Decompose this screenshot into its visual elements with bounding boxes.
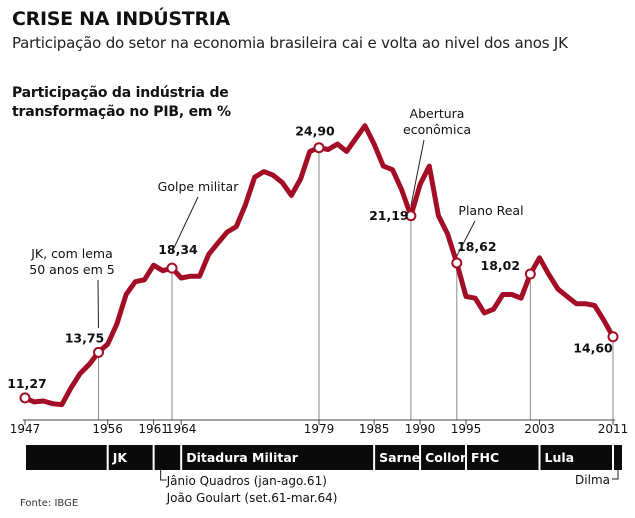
guide-lines — [98, 147, 614, 420]
era-segment-5 — [421, 445, 465, 470]
x-tick-label-1961: 1961 — [138, 422, 169, 436]
era-label-4: Sarney — [379, 450, 428, 465]
page-title: CRISE NA INDÚSTRIA — [12, 8, 230, 30]
annotation-1994: Plano Real — [456, 203, 524, 257]
annotation-leader-1989 — [410, 139, 425, 207]
x-tick-label-1990: 1990 — [405, 422, 436, 436]
point-markers — [19, 142, 619, 404]
annotation-text-1994-0: Plano Real — [458, 203, 523, 218]
data-point-1979 — [313, 142, 325, 154]
era-segment-4 — [375, 445, 420, 470]
era-label-1: JK — [112, 450, 129, 465]
era-segment-7 — [540, 445, 612, 470]
annotation-text-1955-0: JK, com lema — [30, 246, 113, 261]
era-segment-2 — [154, 445, 181, 470]
era-note-leader-1 — [612, 470, 619, 480]
data-label-1989: 21,19 — [369, 208, 409, 223]
era-label-7: Lula — [545, 450, 575, 465]
data-label-1963: 18,34 — [158, 242, 198, 257]
data-label-1979: 24,90 — [295, 124, 335, 139]
era-note-0: Jânio Quadros (jan-ago.61) João Goulart (… — [160, 470, 338, 505]
annotation-leader-1963 — [171, 196, 199, 253]
x-tick-label-2003: 2003 — [524, 422, 555, 436]
era-segment-8 — [614, 445, 622, 470]
annotation-text-1989-1: econômica — [403, 122, 471, 137]
era-label-6: FHC — [471, 450, 499, 465]
x-tick-label-1964: 1964 — [166, 422, 197, 436]
x-tick-label-1985: 1985 — [359, 422, 390, 436]
era-label-5: Collor — [425, 450, 467, 465]
x-tick-label-1995: 1995 — [451, 422, 482, 436]
page-subtitle: Participação do setor na economia brasil… — [12, 34, 568, 52]
data-point-1994 — [451, 257, 463, 269]
data-point-1963 — [166, 262, 178, 274]
source-note: Fonte: IBGE — [20, 498, 79, 509]
data-point-1989 — [405, 210, 417, 222]
annotation-leader-1994 — [456, 220, 476, 257]
data-point-1947 — [19, 392, 31, 404]
era-label-3: Ditadura Militar — [186, 450, 299, 465]
data-label-1994: 18,62 — [457, 239, 497, 254]
annotation-text-1963-0: Golpe militar — [158, 179, 240, 194]
era-segment-0 — [26, 445, 107, 470]
point-labels: 11,27 13,75 18,34 24,90 21,19 18,62 18,02 14,60 — [7, 124, 613, 391]
era-segment-6 — [467, 445, 539, 470]
chart-heading: Participação da indústria de transformaç… — [12, 85, 231, 120]
data-point-2011 — [607, 331, 619, 343]
annotation-text-1955-1: 50 anos em 5 — [29, 262, 114, 277]
x-tick-label-1947: 1947 — [10, 422, 41, 436]
data-point-2002 — [524, 268, 536, 280]
x-tick-label-1956: 1956 — [92, 422, 123, 436]
annotation-leader-1955 — [97, 279, 99, 329]
data-label-1947: 11,27 — [7, 376, 47, 391]
data-label-1955: 13,75 — [65, 330, 105, 345]
era-note-text-1-0: Dilma — [575, 473, 610, 487]
annotation-text-1989-0: Abertura — [410, 106, 465, 121]
annotation-1963: Golpe militar — [158, 179, 240, 253]
x-tick-label-1979: 1979 — [304, 422, 335, 436]
era-segment-3 — [182, 445, 374, 470]
data-label-2011: 14,60 — [573, 341, 613, 356]
era-note-text-0-1: João Goulart (set.61-mar.64) — [166, 491, 338, 505]
era-note-text-0-0: Jânio Quadros (jan-ago.61) — [166, 474, 327, 488]
x-tick-label-2011: 2011 — [598, 422, 629, 436]
era-note-leader-0 — [160, 470, 167, 481]
data-point-1955 — [93, 346, 104, 358]
era-segment-1 — [108, 445, 153, 470]
era-notes: Jânio Quadros (jan-ago.61) João Goulart (… — [160, 470, 619, 505]
era-note-1: Dilma — [575, 470, 619, 487]
data-label-2002: 18,02 — [481, 258, 521, 273]
